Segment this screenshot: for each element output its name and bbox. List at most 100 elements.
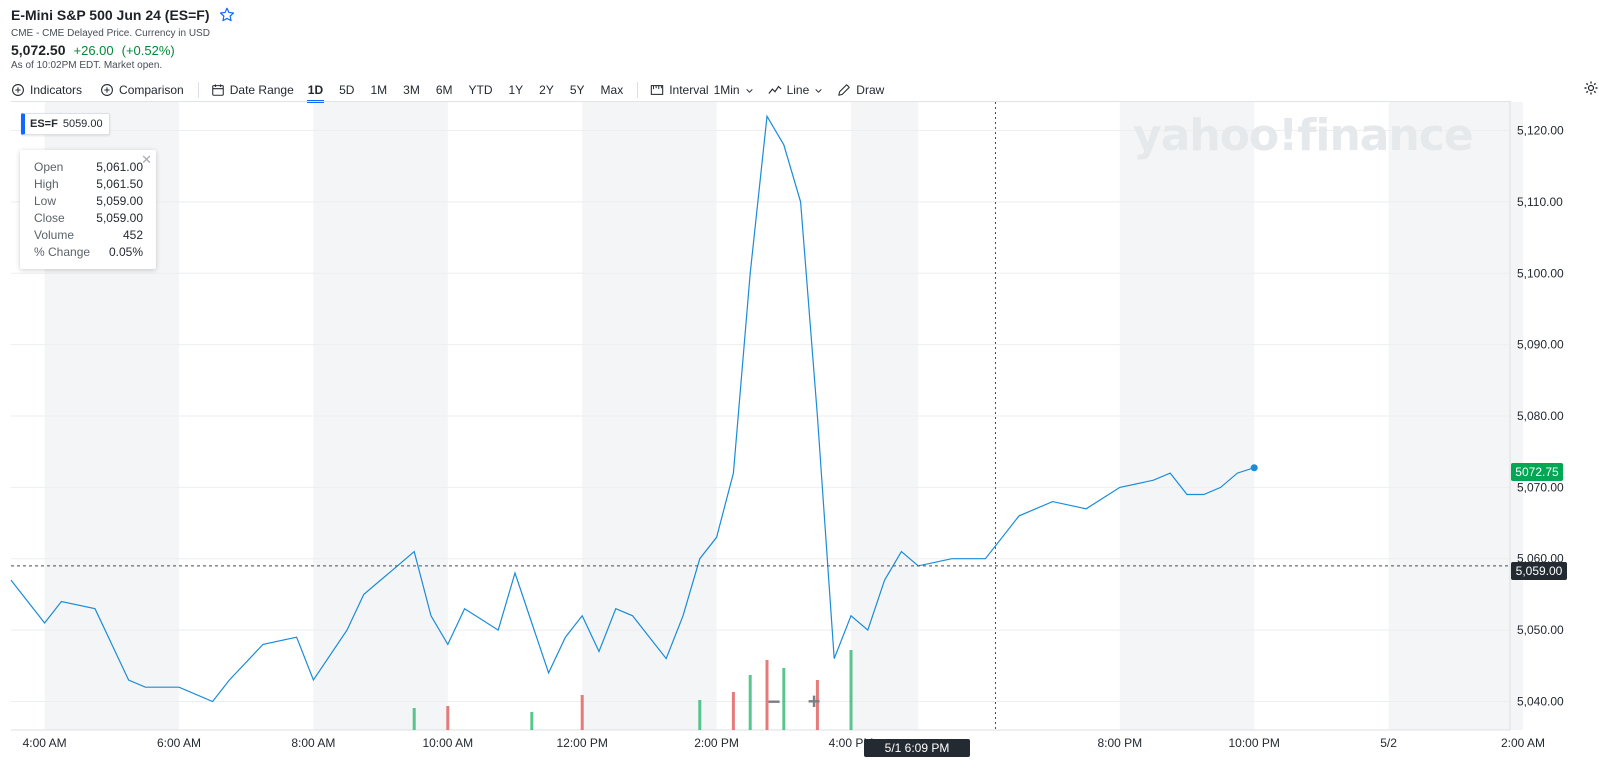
- tooltip-value: 5,059.00: [96, 211, 143, 225]
- indicators-button[interactable]: Indicators: [11, 83, 82, 97]
- zoom-controls: − +: [754, 686, 834, 718]
- star-icon[interactable]: [218, 6, 236, 24]
- last-price-badge: 5072.75: [1511, 463, 1563, 481]
- x-tick-label: 6:00 AM: [157, 736, 201, 750]
- tooltip-row: Close 5,059.00: [34, 210, 143, 227]
- close-icon[interactable]: ✕: [141, 152, 152, 167]
- range-tab-ytd[interactable]: YTD: [468, 83, 493, 97]
- volume-bar: [765, 660, 769, 730]
- tooltip-key: High: [34, 177, 59, 191]
- gridlines: [11, 130, 1510, 731]
- y-tick-label: 5,050.00: [1517, 623, 1564, 637]
- tooltip-key: Low: [34, 194, 57, 208]
- current-price: 5,072.50: [11, 42, 66, 58]
- price-line: [10, 114, 1255, 703]
- volume-bars: [412, 650, 853, 730]
- x-tick-label: 2:00 PM: [694, 736, 739, 750]
- y-tick-label: 5,070.00: [1517, 480, 1564, 494]
- tooltip-value: 452: [122, 228, 143, 242]
- range-tab-6m[interactable]: 6M: [435, 83, 453, 97]
- y-tick-label: 5,100.00: [1517, 266, 1564, 280]
- series-legend[interactable]: ES=F 5059.00: [21, 113, 110, 135]
- volume-bar: [782, 668, 786, 730]
- zoom-in-button[interactable]: +: [807, 689, 821, 714]
- tooltip-value: 5,061.00: [96, 160, 143, 174]
- range-tab-1m[interactable]: 1M: [370, 83, 388, 97]
- range-tab-2y[interactable]: 2Y: [539, 83, 554, 97]
- page-title: E-Mini S&P 500 Jun 24 (ES=F): [11, 7, 210, 23]
- tooltip-value: 5,059.00: [96, 194, 143, 208]
- price-change-percent: (+0.52%): [121, 43, 175, 58]
- draw-button[interactable]: Draw: [837, 83, 884, 97]
- volume-bar: [412, 708, 416, 730]
- x-tick-label: 4:00 AM: [23, 736, 67, 750]
- crosshair-time-badge: 5/1 6:09 PM: [864, 739, 970, 757]
- tooltip-row: High 5,061.50: [34, 176, 143, 193]
- x-tick-label: 8:00 AM: [291, 736, 335, 750]
- gear-icon[interactable]: [1583, 80, 1599, 96]
- pencil-icon: [838, 84, 851, 96]
- x-tick-label: 5/2: [1380, 736, 1397, 750]
- comparison-button[interactable]: Comparison: [100, 83, 184, 97]
- tooltip-key: % Change: [34, 245, 91, 259]
- chevron-down-icon: [745, 88, 753, 93]
- last-price-dot: [1250, 464, 1258, 472]
- legend-symbol: ES=F: [30, 118, 58, 130]
- crosshair-price-badge: 5,059.00: [1511, 562, 1567, 580]
- volume-bar: [580, 695, 584, 730]
- chart-type-button[interactable]: Line: [768, 83, 824, 97]
- tooltip-key: Open: [34, 160, 64, 174]
- date-range-button[interactable]: Date Range: [211, 83, 294, 97]
- range-tab-max[interactable]: Max: [600, 83, 624, 97]
- interval-button[interactable]: Interval 1Min: [650, 83, 753, 97]
- volume-bar: [748, 675, 752, 730]
- tooltip-row: Low 5,059.00: [34, 193, 143, 210]
- x-tick-label: 8:00 PM: [1097, 736, 1142, 750]
- market-status: As of 10:02PM EDT. Market open.: [11, 60, 163, 71]
- range-tab-1y[interactable]: 1Y: [508, 83, 524, 97]
- y-tick-label: 5,080.00: [1517, 409, 1564, 423]
- quote-header: E-Mini S&P 500 Jun 24 (ES=F) CME - CME D…: [11, 6, 236, 71]
- yahoo-finance-watermark: yahoo!finance: [1133, 110, 1474, 161]
- quote-subtitle: CME - CME Delayed Price. Currency in USD: [11, 28, 210, 39]
- plus-circle-icon: [101, 84, 113, 96]
- toolbar-divider: [637, 82, 639, 98]
- volume-bar: [446, 706, 450, 730]
- calendar-icon: [211, 84, 224, 96]
- tooltip-value: 5,061.50: [96, 177, 143, 191]
- y-tick-label: 5,040.00: [1517, 694, 1564, 708]
- volume-bar: [849, 650, 853, 730]
- plus-circle-icon: [12, 84, 24, 96]
- zoom-out-button[interactable]: −: [767, 689, 781, 714]
- tooltip-row: % Change 0.05%: [34, 244, 143, 261]
- range-tab-5d[interactable]: 5D: [339, 83, 355, 97]
- volume-bar: [731, 692, 735, 730]
- toolbar-divider: [197, 82, 199, 98]
- tooltip-row: Open 5,061.00: [34, 159, 143, 176]
- volume-bar: [698, 700, 702, 730]
- x-tick-label: 10:00 AM: [422, 736, 473, 750]
- tooltip-value: 0.05%: [108, 245, 143, 259]
- line-chart-icon: [768, 85, 782, 94]
- chart-toolbar: Indicators Comparison Date Range 1D 5D 1M 3…: [11, 78, 1599, 103]
- x-axis: 4:00 AM 6:00 AM 8:00 AM 10:00 AM 12:00 PM 2:0…: [23, 736, 1545, 750]
- toolbar-divider: [11, 101, 1511, 102]
- x-tick-label: 4:00 PM: [829, 736, 874, 750]
- y-axis: 5,040.005,050.005,060.005,070.005,080.00…: [1509, 102, 1564, 730]
- range-tab-3m[interactable]: 3M: [403, 83, 420, 97]
- tooltip-key: Volume: [34, 228, 75, 242]
- volume-bar: [815, 680, 819, 730]
- tooltip-row: Volume 452: [34, 227, 143, 244]
- range-tabs: 1D 5D 1M 3M 6M YTD 1Y 2Y 5Y Max: [300, 83, 631, 103]
- y-tick-label: 5,120.00: [1517, 124, 1564, 138]
- price-change: +26.00: [73, 43, 114, 58]
- legend-value: 5059.00: [62, 118, 103, 130]
- ruler-icon: [651, 85, 664, 95]
- tooltip-key: Close: [34, 211, 65, 225]
- volume-bar: [530, 712, 534, 730]
- ohlc-tooltip: ✕ Open 5,061.00 High 5,061.50 Low 5,059.00 Clo…: [20, 150, 156, 269]
- range-tab-5y[interactable]: 5Y: [569, 83, 585, 97]
- y-tick-label: 5,090.00: [1517, 338, 1564, 352]
- range-tab-1d[interactable]: 1D: [306, 83, 325, 103]
